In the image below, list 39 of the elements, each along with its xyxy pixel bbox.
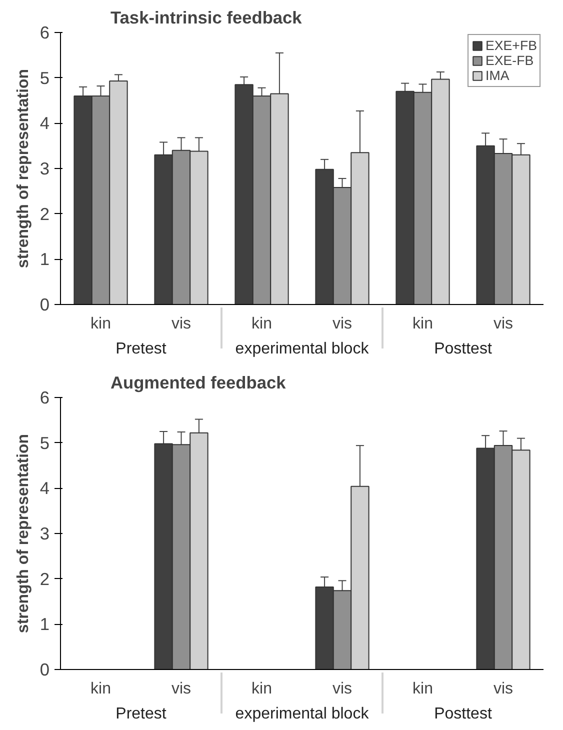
y-tick-label: 1 (40, 614, 50, 634)
text: Posttest (434, 340, 492, 358)
y-tick-label: 4 (40, 113, 50, 134)
y-tick-label: 0 (40, 294, 50, 314)
text: experimental block (235, 340, 370, 358)
x-tick-label: vis (332, 680, 352, 698)
y-axis-title: strength of representation (14, 68, 32, 268)
x-tick-label: kin (412, 680, 433, 698)
y-tick-label: 2 (40, 568, 50, 589)
x-tick-label: vis (171, 316, 192, 332)
x-tick-label: vis (493, 316, 514, 332)
y-axis-title: strength of representation (14, 434, 32, 634)
y-tick-label: 6 (40, 388, 50, 408)
x-tick-label: kin (252, 680, 272, 698)
legend-label: EXE+FB (486, 38, 537, 53)
y-tick-label: 0 (40, 660, 50, 680)
x-tick-label: kin (412, 316, 433, 332)
x-tick-label: kin (252, 316, 272, 332)
chart-title: Task-intrinsic feedback (110, 8, 302, 28)
y-tick-label: 3 (40, 524, 50, 544)
text: Posttest (434, 706, 492, 722)
legend-label: EXE-FB (486, 53, 534, 68)
legend-label: IMA (486, 68, 510, 83)
x-tick-label: vis (332, 316, 352, 332)
y-tick-label: 2 (40, 204, 50, 224)
text: experimental block (235, 706, 370, 722)
y-tick-label: 5 (40, 68, 50, 88)
y-tick-label: 4 (40, 478, 50, 498)
text: Pretest (116, 340, 167, 358)
y-tick-label: 6 (40, 22, 50, 42)
text: Pretest (116, 706, 167, 722)
chart-title: Augmented feedback (110, 372, 286, 392)
x-tick-label: kin (90, 316, 111, 332)
x-tick-label: vis (171, 680, 192, 698)
y-tick-label: 1 (40, 249, 50, 270)
y-tick-label: 3 (40, 158, 50, 178)
x-tick-label: kin (90, 680, 111, 698)
x-tick-label: vis (493, 680, 514, 698)
y-tick-label: 5 (40, 432, 50, 453)
